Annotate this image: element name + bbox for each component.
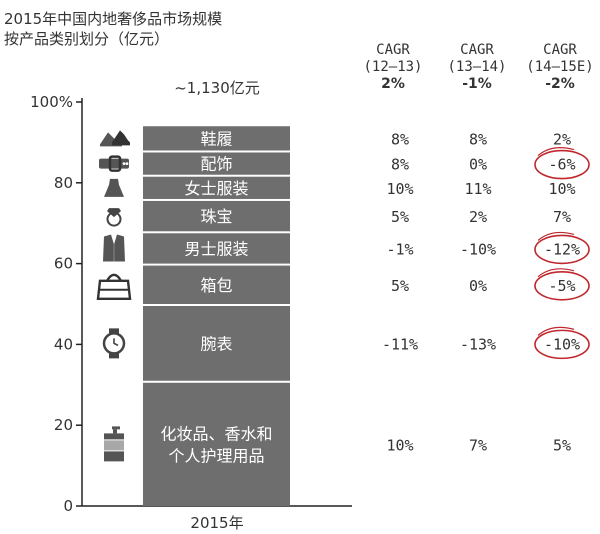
cagr-header-period: (14–15E) [526,59,594,75]
segment-label: 男士服装 [184,239,248,258]
highlight-circle [534,149,590,180]
cagr-header-total: -2% [545,76,575,92]
segment-label: 个人护理用品 [168,446,264,465]
highlight-circle-stroke [537,326,575,336]
bar-segment [143,306,290,381]
highlight-circle-stroke [537,231,575,241]
cagr-value: 8% [391,156,409,174]
suit-jacket-icon [103,234,125,262]
bar-segment [143,126,290,151]
y-tick-label: 0 [63,497,73,515]
cagr-header-label: CAGR [376,42,410,58]
cagr-value: -11% [382,335,418,353]
cagr-header-period: (12–13) [363,59,423,75]
cagr-value: -10% [544,335,580,353]
bar-segment [143,382,290,506]
watch-icon [102,328,126,359]
bar-segment [143,200,290,232]
cagr-value: -10% [460,240,496,258]
cagr-header-period: (13–14) [447,59,507,75]
cagr-value: -1% [386,240,413,258]
segment-label: 化妆品、香水和 [160,424,272,443]
bar-segment [143,152,290,175]
cagr-value: 5% [391,277,409,295]
segment-label: 腕表 [200,334,232,353]
total-market-label: ~1,130亿元 [174,79,260,97]
cagr-value: 8% [391,130,409,148]
cagr-value: -5% [548,277,575,295]
bar-segment [143,176,290,199]
cagr-header-total: -1% [462,76,492,92]
cagr-header-2: CAGR (13–14) -1% [437,42,517,93]
cagr-value: 5% [391,208,409,226]
cagr-value: 10% [386,180,413,198]
handbag-icon [96,273,132,300]
y-tick-label: 80 [54,174,73,192]
cagr-header-total: 2% [381,76,405,92]
highlight-circle [534,234,590,265]
y-tick-label: 100% [30,93,73,111]
cagr-value: 2% [553,130,571,148]
cagr-value: 11% [464,180,491,198]
segment-label: 箱包 [200,276,232,295]
highlight-circle-stroke [537,268,575,278]
ring-icon [106,208,122,227]
cagr-value: -13% [460,335,496,353]
bar-segment [143,265,290,304]
cagr-value: 10% [548,180,575,198]
cagr-value: 8% [469,130,487,148]
y-tick-label: 20 [54,416,73,434]
chart-title-line2: 按产品类别划分（亿元） [4,30,170,48]
chart-title-line1: 2015年中国内地奢侈品市场规模 [4,10,223,28]
cagr-value: -12% [544,240,580,258]
cagr-value: 0% [469,277,487,295]
cagr-value: 0% [469,156,487,174]
cagr-header-label: CAGR [460,42,494,58]
shoes-icon [100,130,130,147]
belt-icon [99,155,129,172]
cagr-value: 2% [469,208,487,226]
segment-label: 鞋履 [200,129,232,148]
segment-label: 珠宝 [200,207,232,226]
segment-label: 配饰 [200,155,232,174]
highlight-circle-stroke [537,147,575,157]
segment-label: 女士服装 [184,179,248,198]
cagr-header-1: CAGR (12–13) 2% [353,42,433,93]
cagr-value: 7% [553,208,571,226]
cagr-value: -6% [548,156,575,174]
bar-segment [143,233,290,264]
x-tick-label: 2015年 [190,514,243,532]
y-tick-label: 40 [54,335,73,353]
highlight-circle [534,329,590,360]
dress-icon [104,178,124,197]
perfume-bottle-icon [104,426,124,462]
cagr-value: 7% [469,436,487,454]
cagr-value: 5% [553,436,571,454]
highlight-circle [534,270,590,301]
cagr-header-label: CAGR [543,42,577,58]
y-tick-label: 60 [54,255,73,273]
cagr-value: 10% [386,436,413,454]
cagr-header-3: CAGR (14–15E) -2% [520,42,600,93]
